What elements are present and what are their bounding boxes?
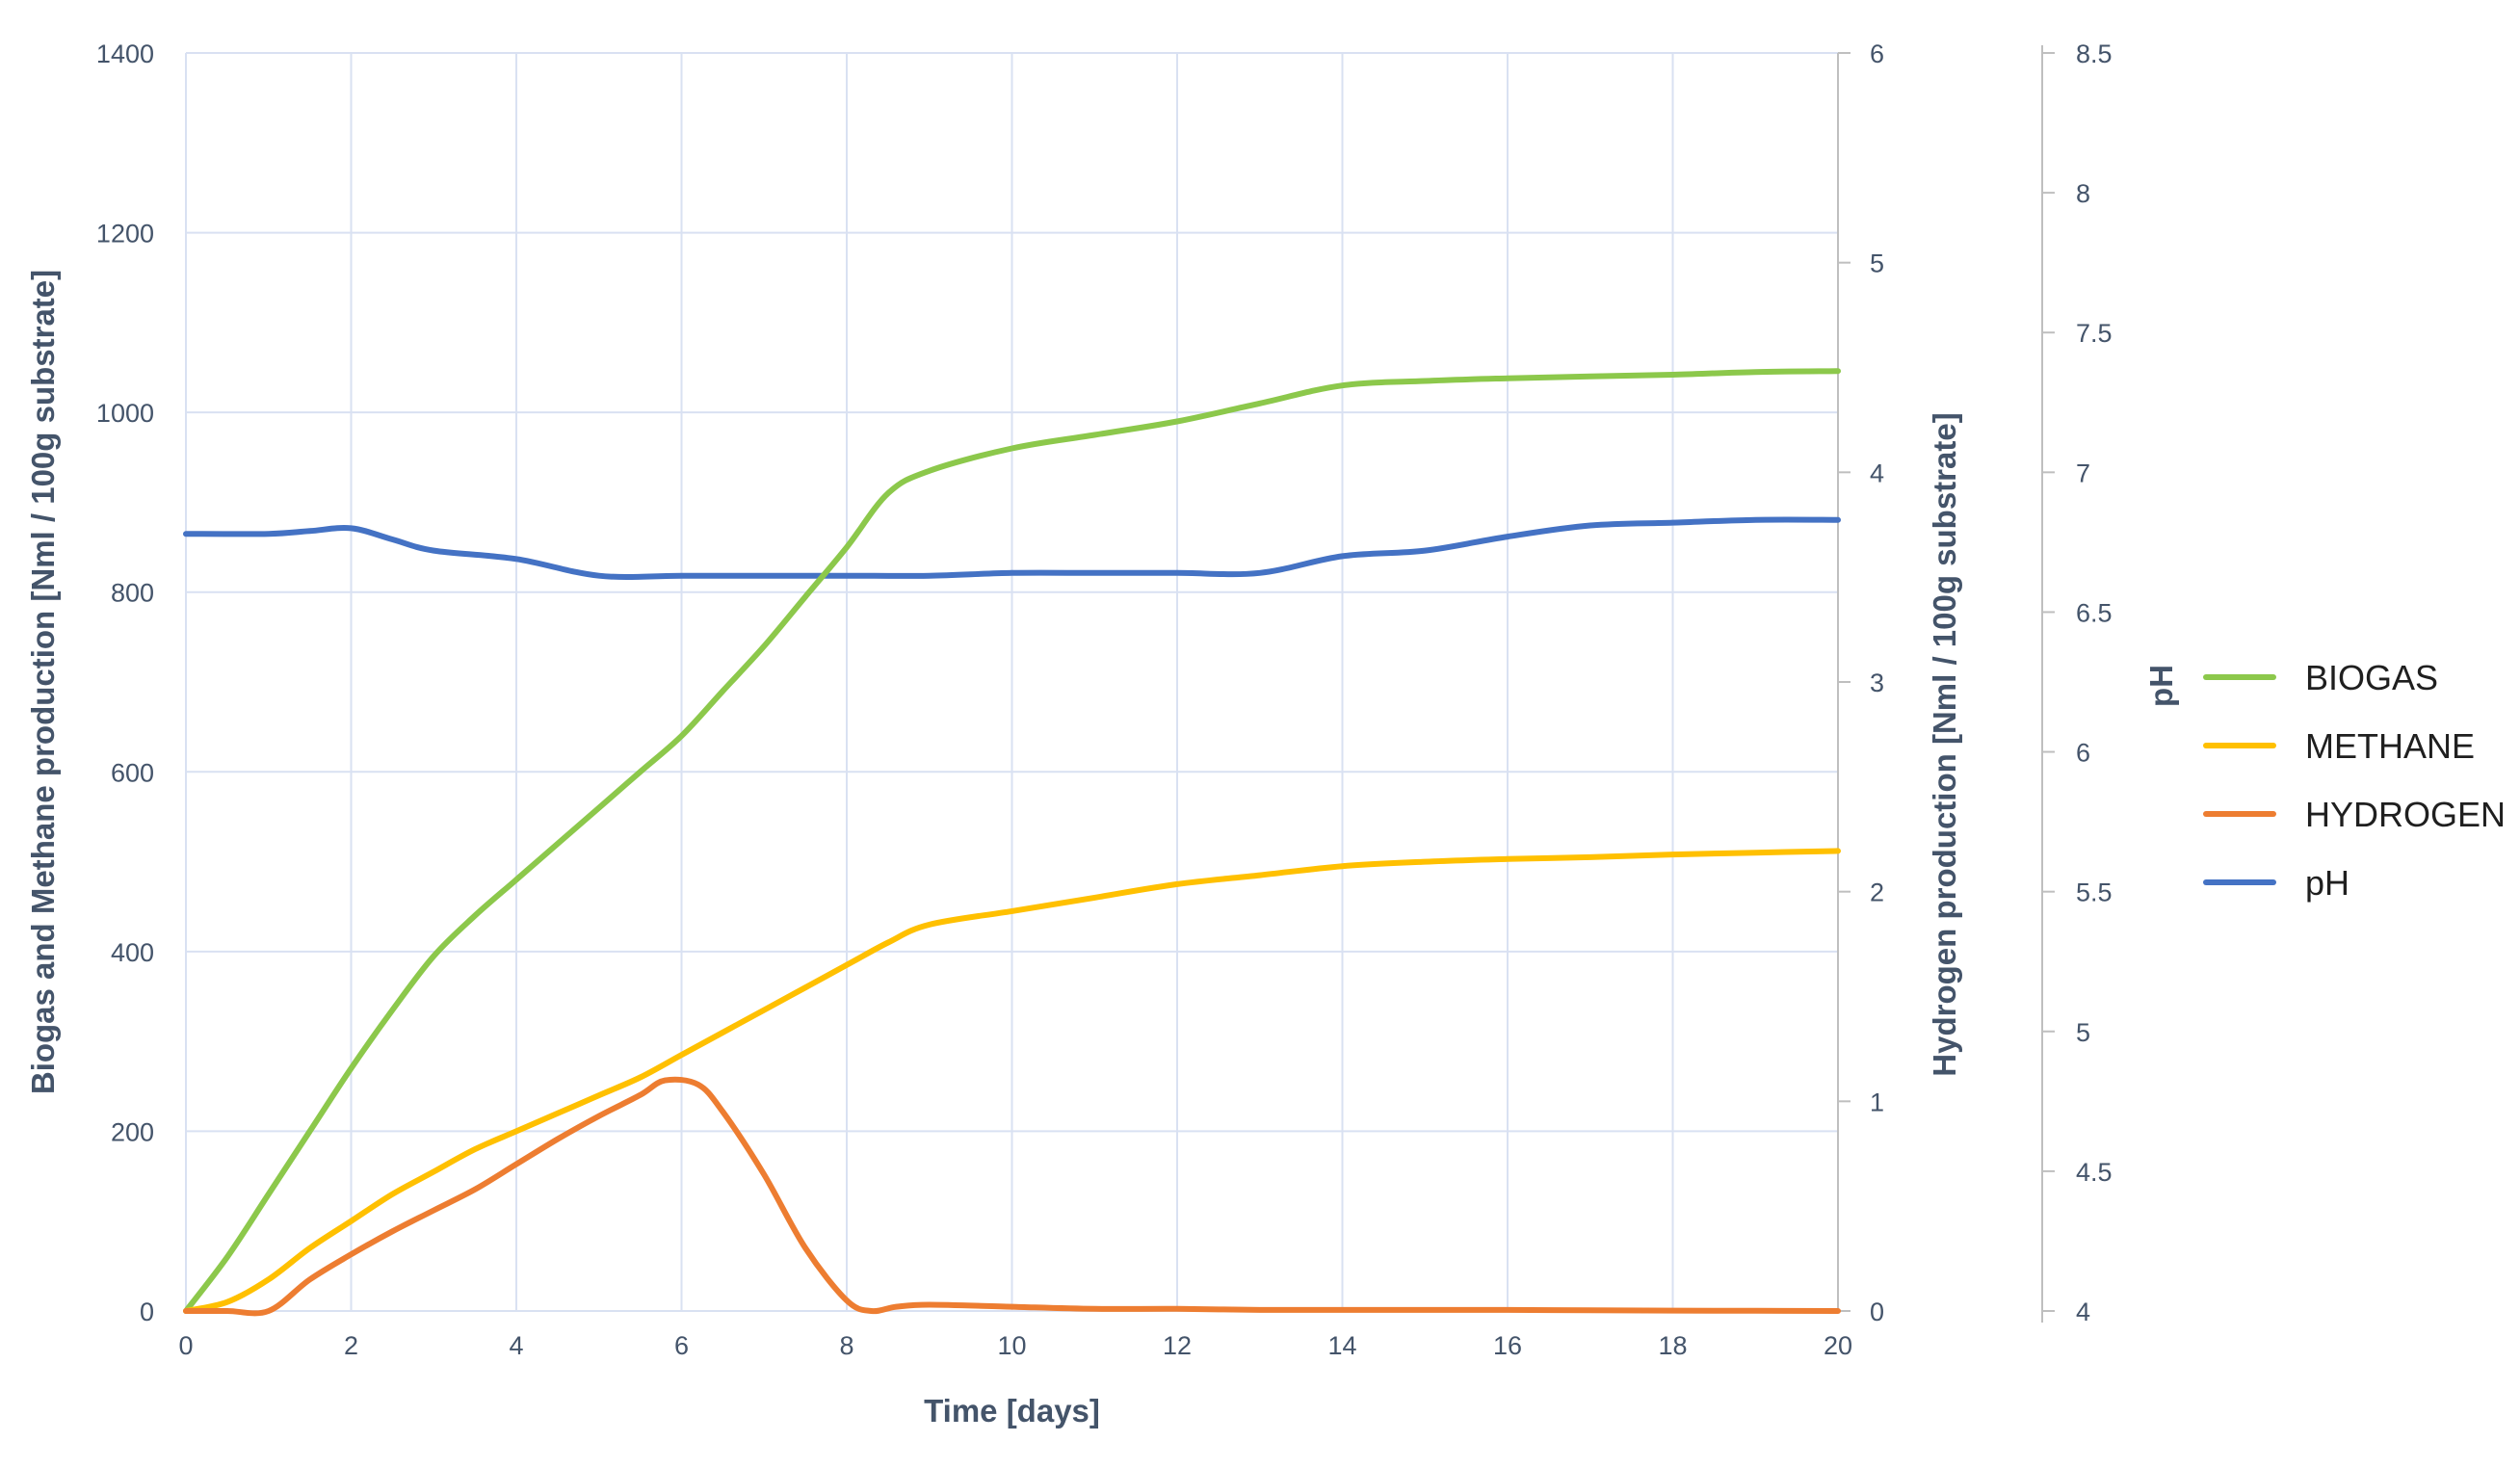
tick-labels: 0 2 4 6 8 10 12 14 16 18 2002004006008001000120014…	[96, 39, 2113, 1360]
x-tick-label: 0	[178, 1331, 193, 1360]
y-left-tick-label: 600	[111, 758, 154, 787]
x-tick-label: 8	[839, 1331, 853, 1360]
y-right-tick-label: 4	[1870, 459, 1884, 487]
y-left-tick-label: 200	[111, 1117, 154, 1146]
y-ph-tick-label: 5.5	[2076, 878, 2113, 907]
legend-label-biogas: BIOGAS	[2305, 658, 2438, 697]
x-tick-label: 12	[1163, 1331, 1192, 1360]
y-left-tick-label: 1200	[96, 220, 154, 249]
y-left-tick-label: 1400	[96, 39, 154, 68]
x-tick-label: 14	[1327, 1331, 1356, 1360]
left-y-axis-title: Biogas and Methane production [Nml / 100…	[25, 270, 61, 1094]
y-ph-tick-label: 6	[2076, 739, 2090, 768]
legend: BIOGAS METHANE HYDROGEN pH	[2203, 658, 2506, 903]
legend-label-hydrogen: HYDROGEN	[2305, 795, 2506, 834]
y-right-tick-label: 1	[1870, 1088, 1884, 1116]
y-ph-tick-label: 7	[2076, 459, 2090, 487]
y-left-tick-label: 0	[140, 1298, 154, 1326]
series-line-ph	[183, 516, 1841, 580]
y-ph-tick-label: 5	[2076, 1018, 2090, 1047]
y-right-tick-label: 6	[1870, 39, 1884, 68]
x-tick-label: 16	[1493, 1331, 1522, 1360]
series-line-biogas	[183, 368, 1841, 1314]
right-y-axis-title: Hydrogen production [Nml / 100g substrat…	[1927, 412, 1962, 1076]
x-tick-label: 18	[1658, 1331, 1687, 1360]
x-tick-label: 2	[344, 1331, 358, 1360]
y-ph-tick-label: 8.5	[2076, 39, 2113, 68]
y-right-tick-label: 0	[1870, 1298, 1884, 1326]
y-ph-tick-label: 8	[2076, 179, 2090, 208]
x-axis-title: Time [days]	[924, 1393, 1100, 1429]
gridlines	[185, 52, 1839, 1312]
y-right-tick-label: 5	[1870, 249, 1884, 278]
y-right-tick-label: 2	[1870, 878, 1884, 907]
series-lines	[183, 368, 1841, 1317]
series-line-methane	[183, 848, 1841, 1314]
x-tick-label: 10	[997, 1331, 1026, 1360]
y-left-tick-label: 400	[111, 938, 154, 967]
y-ph-tick-label: 6.5	[2076, 598, 2113, 627]
x-tick-label: 20	[1824, 1331, 1852, 1360]
series-line-hydrogen	[183, 1076, 1841, 1317]
y-right-tick-label: 3	[1870, 668, 1884, 697]
x-tick-label: 4	[509, 1331, 523, 1360]
y-left-tick-label: 800	[111, 579, 154, 608]
x-tick-label: 6	[674, 1331, 689, 1360]
y-ph-tick-label: 4	[2076, 1298, 2090, 1326]
legend-label-ph: pH	[2305, 863, 2349, 903]
y-ph-tick-label: 4.5	[2076, 1158, 2113, 1187]
y-left-tick-label: 1000	[96, 399, 154, 428]
legend-label-methane: METHANE	[2305, 726, 2475, 766]
ph-axis-title: pH	[2143, 665, 2179, 707]
y-ph-tick-label: 7.5	[2076, 319, 2113, 348]
